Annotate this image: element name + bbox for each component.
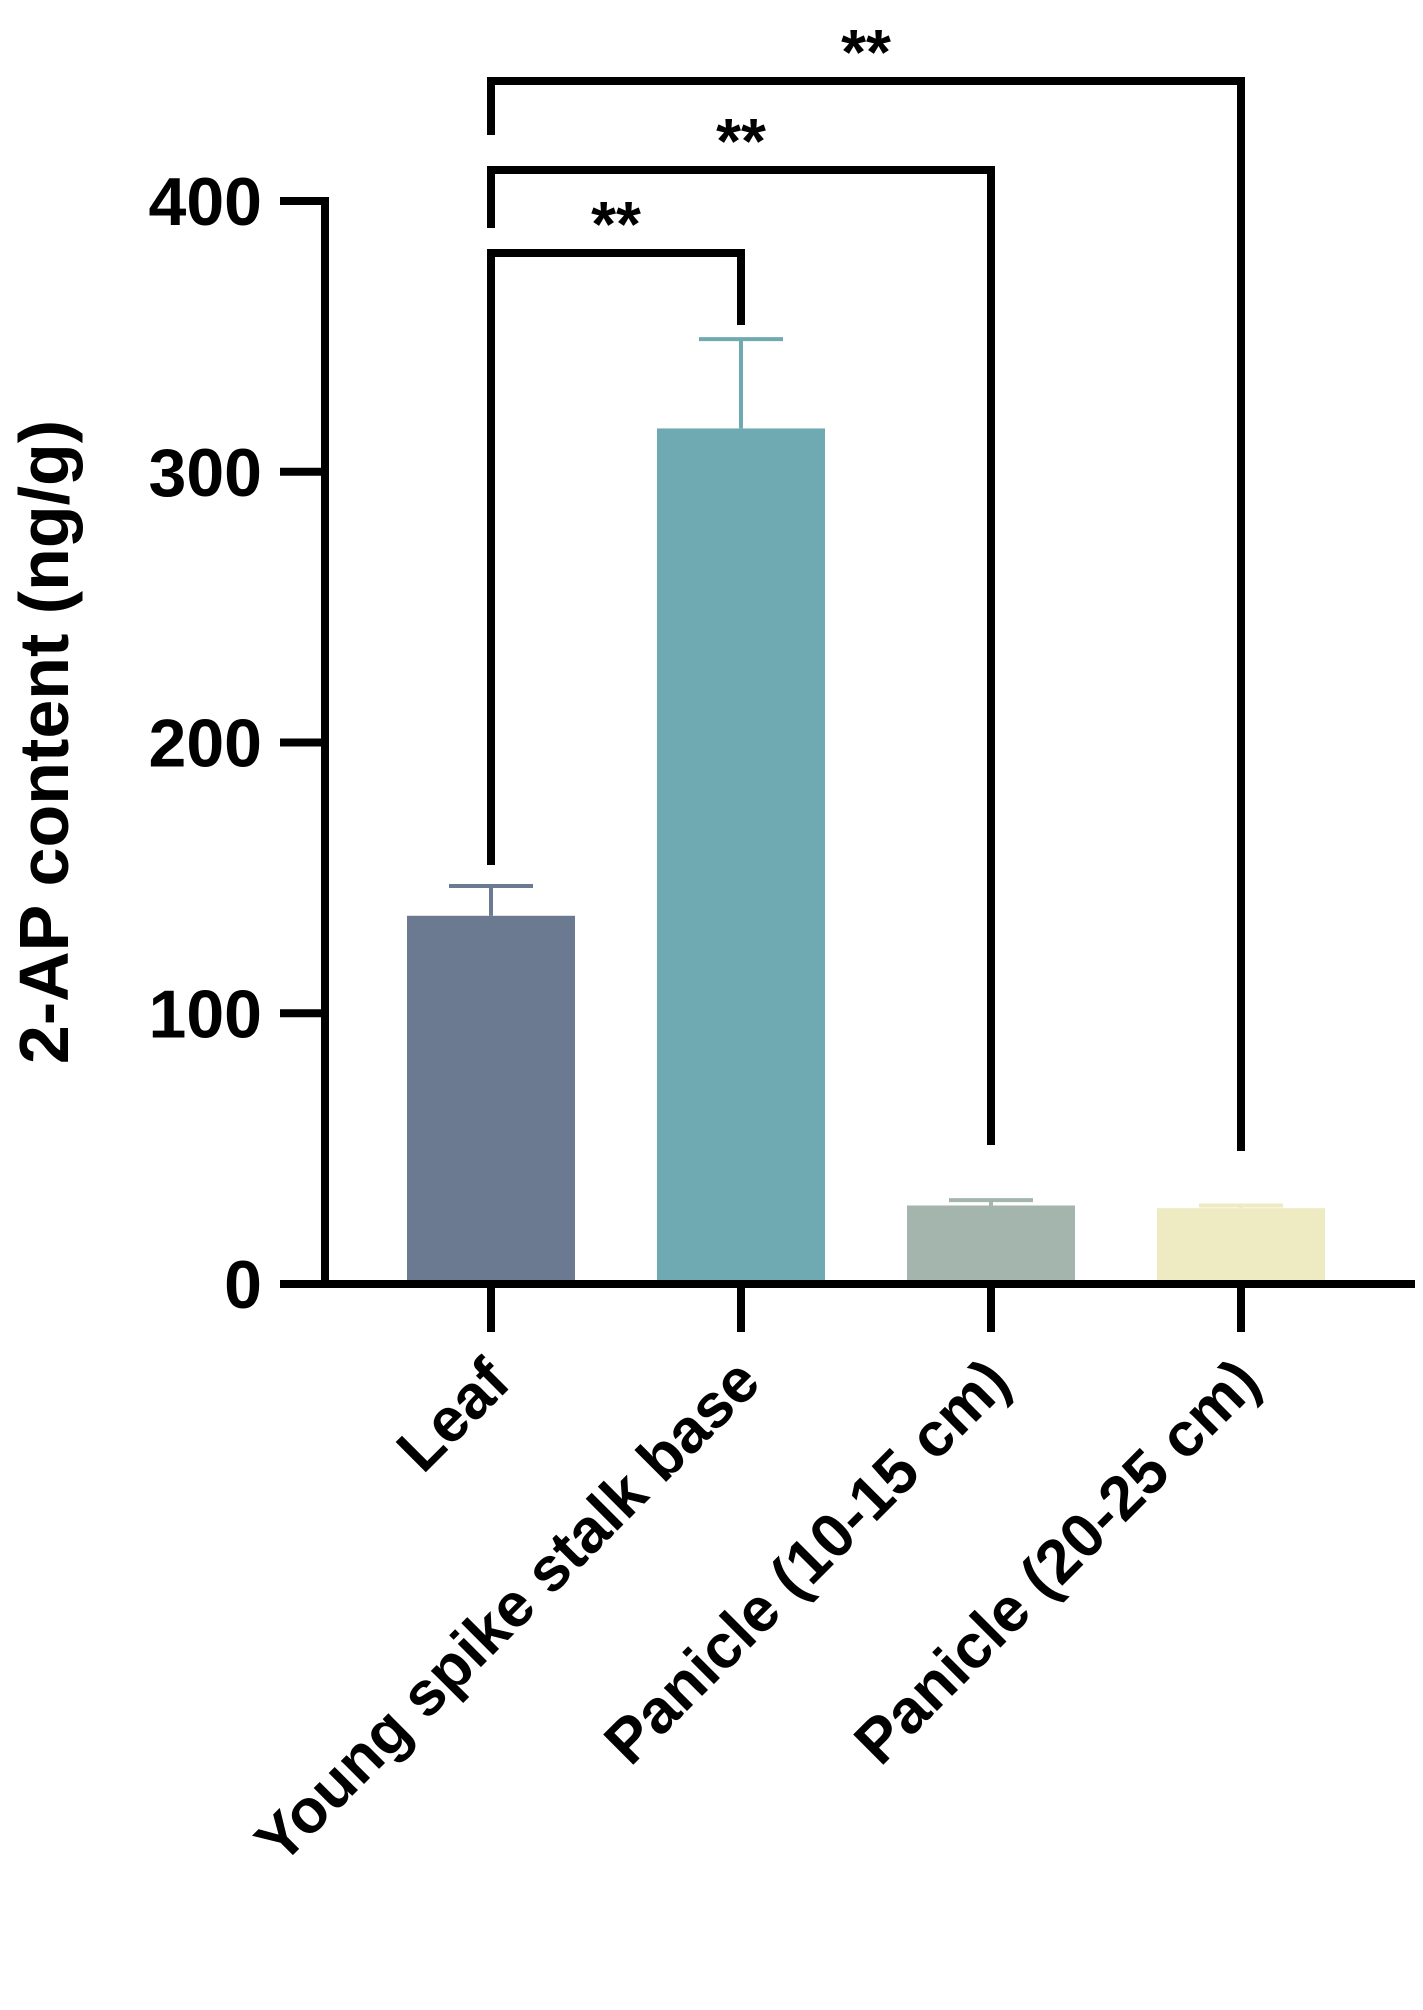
y-tick-label: 200 (149, 706, 262, 782)
significance-bracket (487, 249, 745, 865)
bar (657, 428, 825, 1280)
chart-axes (280, 197, 1415, 1332)
y-tick-label: 400 (149, 164, 262, 240)
y-tick-label: 0 (224, 1247, 262, 1323)
significance-label: ** (591, 188, 641, 260)
bar (907, 1205, 1075, 1280)
y-tick-label: 100 (149, 976, 262, 1052)
chart-labels: 0 100 200 300 400 2-AP content (ng/g) LeafYoun… (5, 16, 1273, 1877)
significance-label: ** (716, 105, 766, 177)
x-category-label: Young spike stalk base (243, 1346, 773, 1876)
chart-bars (407, 428, 1325, 1280)
x-category-label: Panicle (10-15 cm) (592, 1346, 1023, 1777)
chart-error-bars (449, 337, 1283, 1209)
bar (407, 915, 575, 1280)
x-category-label: Panicle (20-25 cm) (842, 1346, 1273, 1777)
significance-brackets (487, 77, 1245, 1151)
x-category-label: Leaf (384, 1346, 523, 1485)
significance-label: ** (841, 16, 891, 88)
significance-bracket (487, 166, 995, 1145)
bar (1157, 1208, 1325, 1280)
y-axis-label: 2-AP content (ng/g) (5, 420, 83, 1064)
significance-bracket (487, 77, 1245, 1151)
y-tick-label: 300 (149, 435, 262, 511)
